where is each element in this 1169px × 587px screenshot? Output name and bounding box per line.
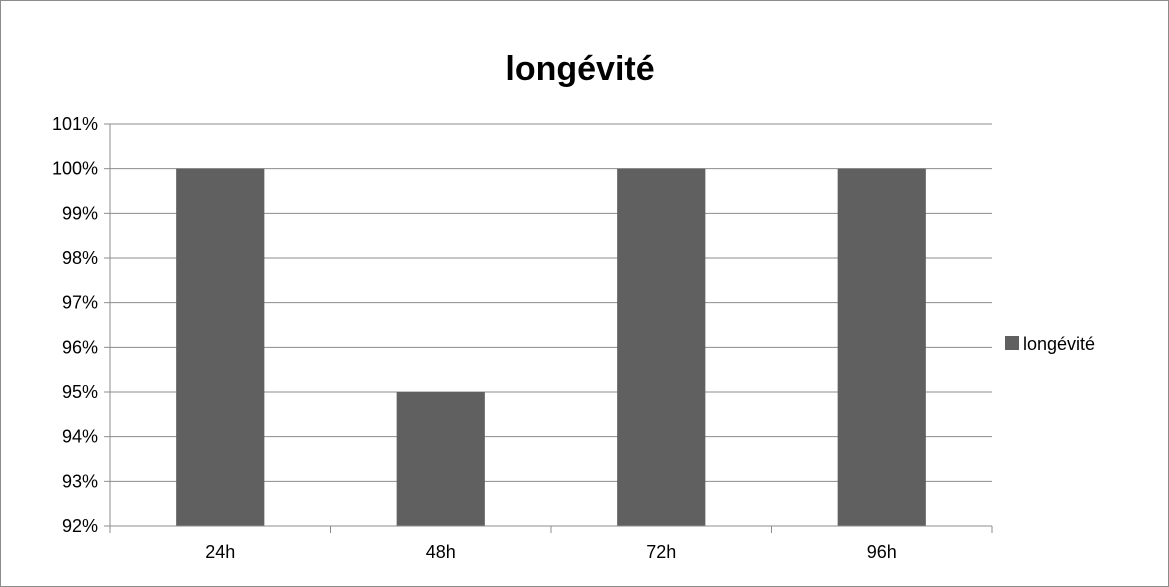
y-tick-label: 101% [52, 114, 98, 134]
y-tick-label: 95% [62, 382, 98, 402]
bar [396, 392, 485, 526]
x-tick-label: 24h [205, 542, 235, 562]
legend: longévité [1005, 334, 1095, 354]
y-tick-label: 98% [62, 248, 98, 268]
x-tick-labels: 24h 48h 72h 96h [205, 542, 897, 562]
x-tick-label: 96h [867, 542, 897, 562]
x-tick-label: 72h [646, 542, 676, 562]
y-tick-label: 94% [62, 427, 98, 447]
axes [109, 124, 993, 533]
y-tick-label: 93% [62, 471, 98, 491]
x-tick-label: 48h [426, 542, 456, 562]
bars [176, 168, 926, 526]
y-tick-label: 92% [62, 516, 98, 536]
bar [837, 168, 926, 526]
legend-swatch [1005, 336, 1019, 350]
y-tick-label: 96% [62, 337, 98, 357]
y-tick-label: 97% [62, 293, 98, 313]
y-tick-labels: 92% 93% 94% 95% 96% 97% 98% 99% 100% 101% [52, 114, 98, 536]
y-tick-label: 99% [62, 203, 98, 223]
legend-label: longévité [1023, 334, 1095, 354]
bar [176, 168, 265, 526]
chart-title: longévité [505, 50, 654, 88]
y-tick-label: 100% [52, 159, 98, 179]
bar [617, 168, 706, 526]
